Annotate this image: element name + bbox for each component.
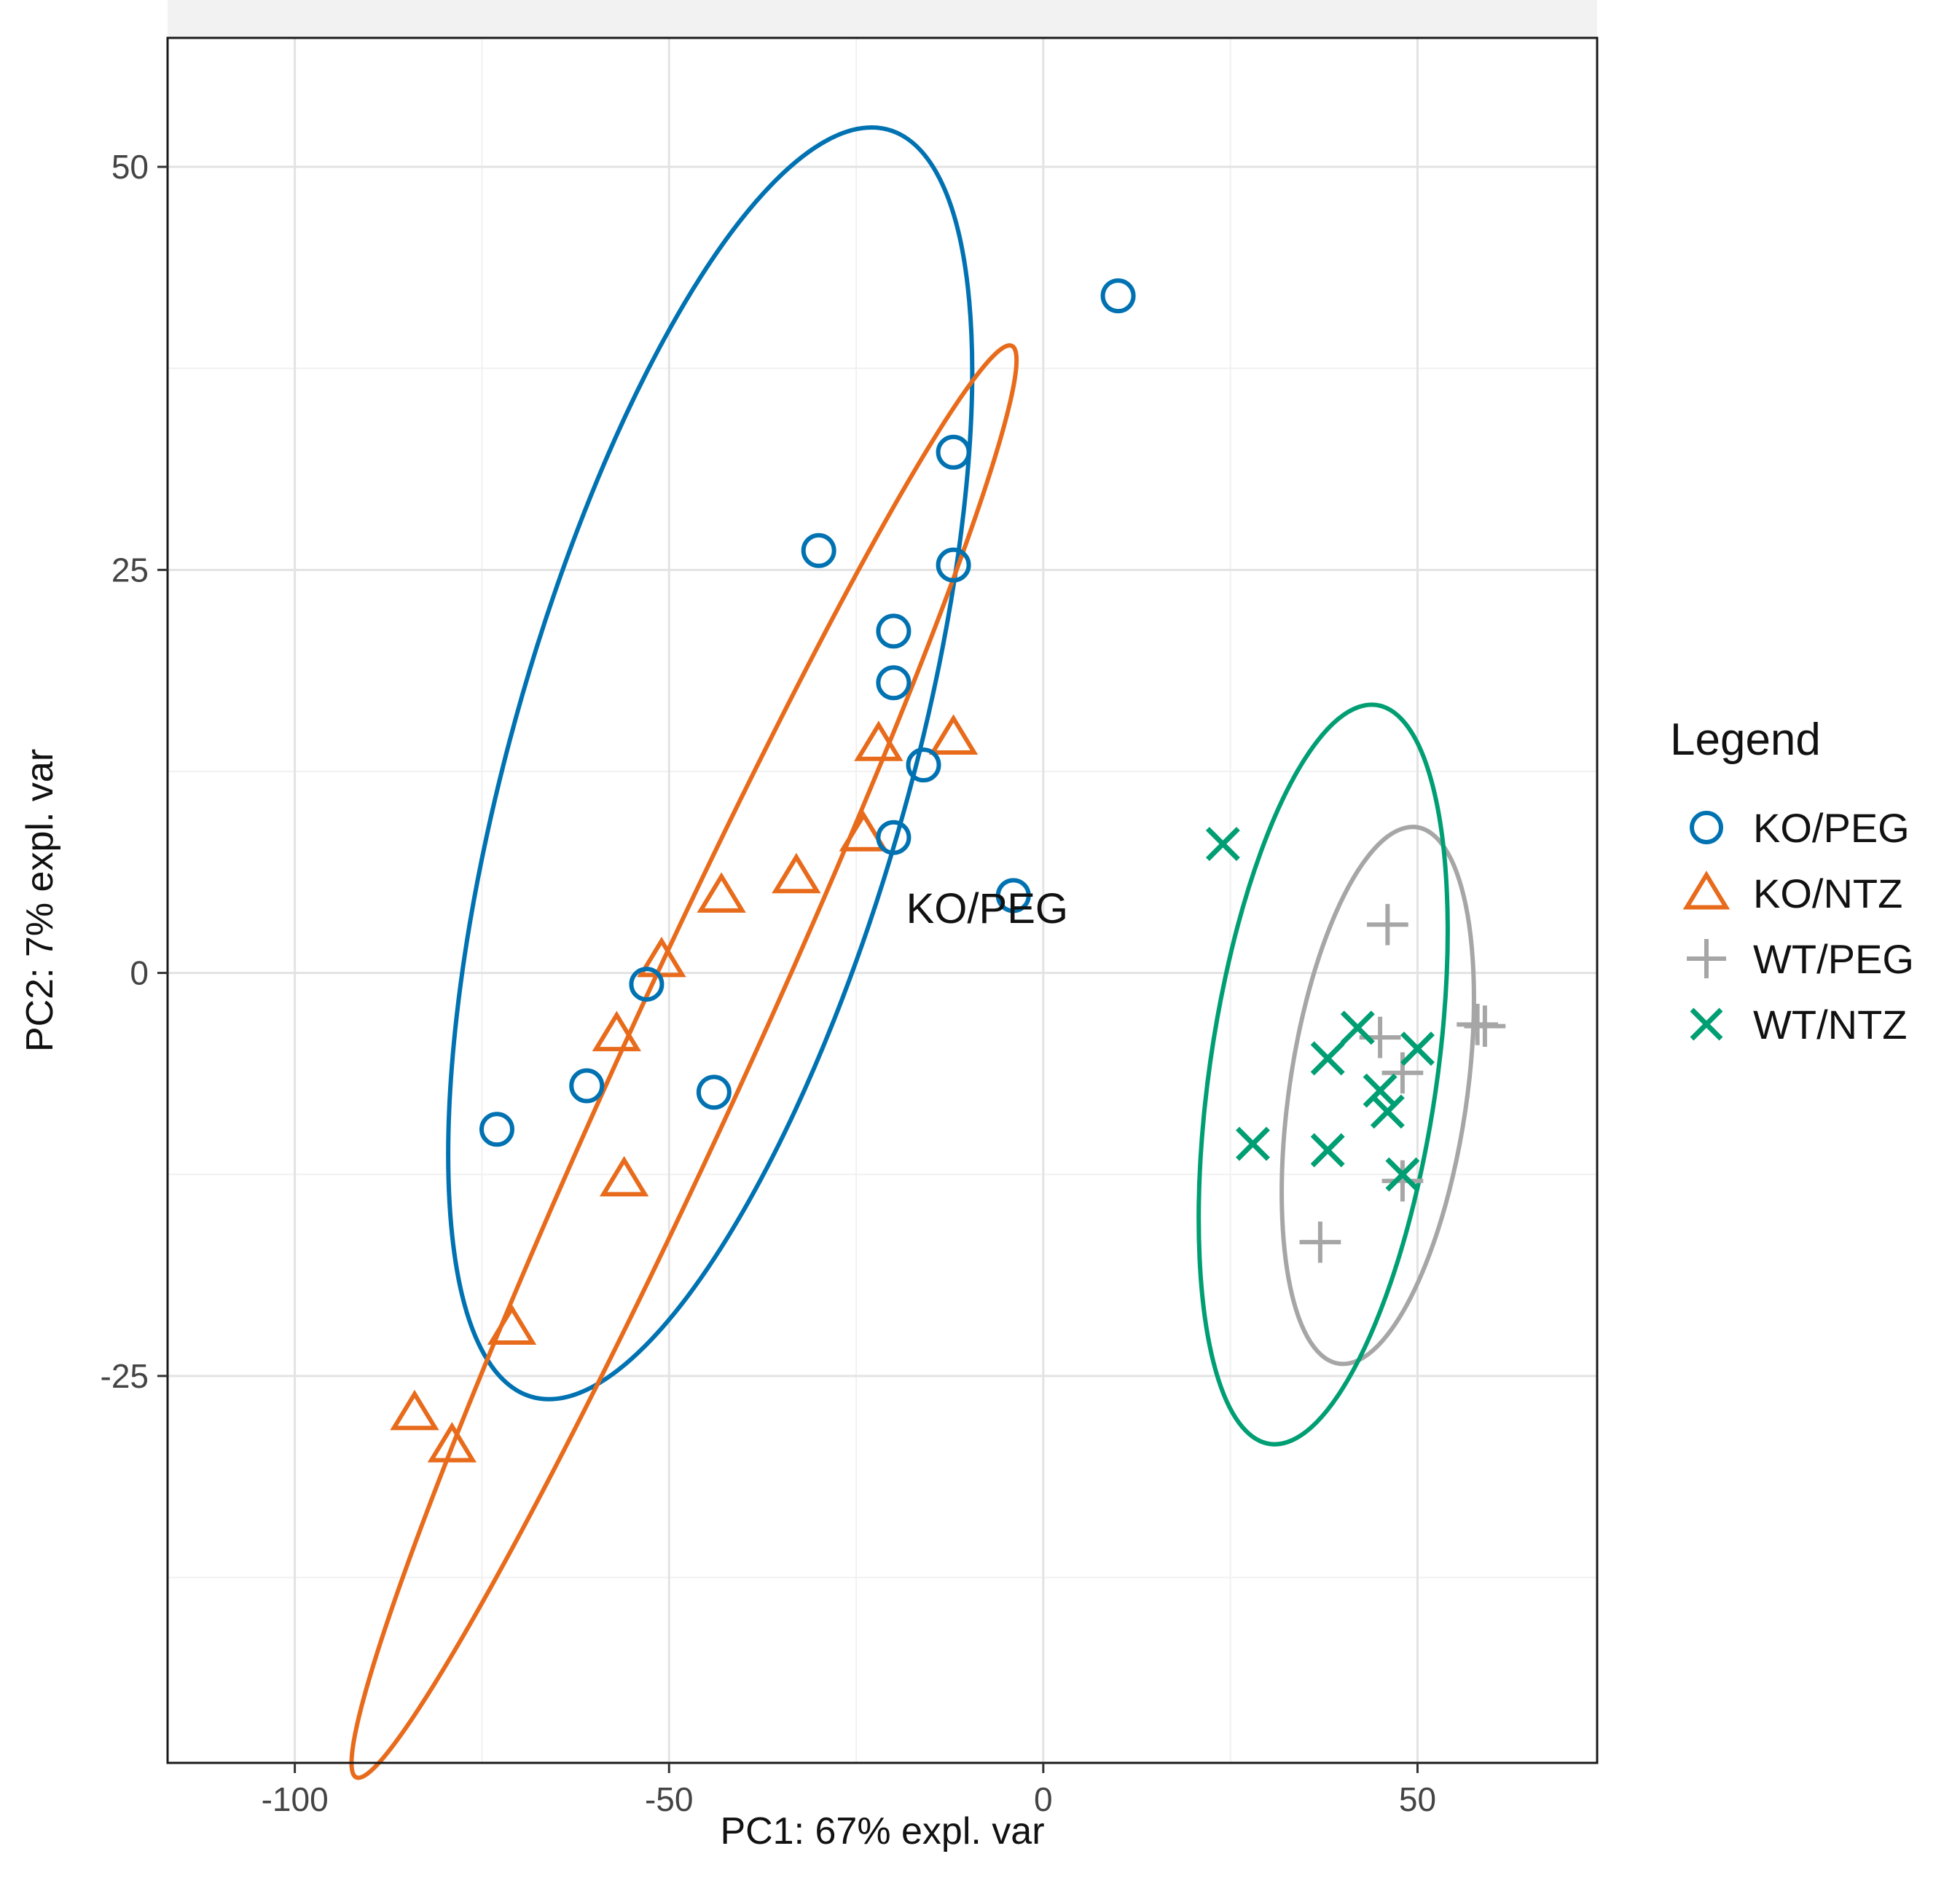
point-ko-ntz bbox=[637, 936, 686, 978]
point-ko-peg bbox=[629, 967, 665, 1002]
legend-marker-wt-peg bbox=[1687, 939, 1726, 978]
y-tick-label: -25 bbox=[101, 1357, 149, 1395]
point-ko-peg bbox=[995, 878, 1031, 913]
legend-marker-wt-ntz bbox=[1690, 1007, 1723, 1041]
x-tick-label: 50 bbox=[1399, 1780, 1436, 1818]
point-wt-peg bbox=[1299, 1221, 1341, 1263]
point-ko-peg bbox=[936, 547, 971, 583]
x-tick-label: -50 bbox=[645, 1780, 693, 1818]
point-ko-peg bbox=[1100, 278, 1136, 314]
point-ko-peg bbox=[479, 1112, 514, 1147]
point-ko-peg bbox=[936, 434, 971, 470]
ellipse-wt-peg bbox=[1243, 758, 1513, 1433]
point-ko-ntz bbox=[697, 872, 746, 913]
x-tick-label: -100 bbox=[262, 1780, 329, 1818]
point-ko-peg bbox=[906, 747, 941, 783]
point-wt-peg bbox=[1464, 1005, 1506, 1047]
point-ko-ntz bbox=[772, 852, 821, 894]
point-ko-ntz bbox=[427, 1421, 477, 1463]
ellipse-wt-ntz bbox=[1148, 620, 1498, 1529]
legend-entry-ko-peg: KO/PEG bbox=[1753, 805, 1910, 851]
legend-entry-wt-peg: WT/PEG bbox=[1753, 936, 1914, 982]
point-ko-ntz bbox=[599, 1155, 649, 1197]
plot-panel-border bbox=[166, 36, 1599, 1764]
confidence-ellipses bbox=[319, 0, 1513, 1847]
ellipse-ko-peg bbox=[352, 0, 1069, 1589]
y-tick-label: 25 bbox=[111, 551, 149, 589]
legend-entry-ko-ntz: KO/NTZ bbox=[1753, 871, 1902, 916]
point-ko-peg bbox=[569, 1068, 605, 1104]
point-wt-peg bbox=[1381, 1052, 1424, 1094]
point-wt-ntz bbox=[1205, 827, 1240, 862]
point-wt-ntz bbox=[1400, 1032, 1435, 1066]
legend-entry-wt-ntz: WT/NTZ bbox=[1753, 1002, 1907, 1048]
point-ko-peg bbox=[876, 665, 912, 701]
point-ko-ntz bbox=[592, 1010, 642, 1052]
point-wt-peg bbox=[1367, 903, 1408, 946]
point-wt-ntz bbox=[1340, 1010, 1375, 1045]
legend: Legend KO/PEG KO/NTZ WT/PEG WT/NTZ bbox=[1670, 715, 1914, 1048]
point-wt-ntz bbox=[1363, 1073, 1398, 1108]
point-ko-ntz bbox=[487, 1304, 537, 1345]
top-strip-background bbox=[168, 0, 1597, 38]
point-ko-ntz bbox=[839, 811, 888, 852]
point-wt-ntz bbox=[1370, 1094, 1405, 1129]
x-tick-label: 0 bbox=[1034, 1780, 1053, 1818]
point-ko-ntz bbox=[928, 714, 979, 755]
annotation-ko-peg: KO/PEG bbox=[906, 885, 1068, 932]
point-ko-peg bbox=[801, 533, 836, 568]
point-ko-peg bbox=[876, 613, 912, 649]
point-wt-peg bbox=[1381, 1160, 1424, 1202]
legend-marker-ko-peg bbox=[1690, 811, 1723, 844]
data-points bbox=[390, 278, 1506, 1463]
legend-title: Legend bbox=[1670, 715, 1821, 765]
y-axis-label: PC2: 7% expl. var bbox=[19, 749, 61, 1052]
ellipse-ko-ntz bbox=[319, 276, 1048, 1847]
axis-ticks: -100 -50 0 50 -25 0 25 50 bbox=[101, 148, 1437, 1818]
point-wt-ntz bbox=[1385, 1157, 1420, 1192]
point-wt-ntz bbox=[1236, 1126, 1270, 1161]
point-ko-peg bbox=[696, 1074, 732, 1110]
point-ko-ntz bbox=[390, 1389, 439, 1431]
point-wt-ntz bbox=[1310, 1133, 1345, 1168]
y-tick-label: 50 bbox=[111, 148, 149, 186]
point-ko-peg bbox=[876, 820, 912, 855]
x-axis-label: PC1: 67% expl. var bbox=[720, 1810, 1044, 1852]
grid bbox=[168, 38, 1597, 1763]
y-tick-label: 0 bbox=[130, 954, 149, 992]
point-ko-ntz bbox=[854, 720, 903, 761]
legend-marker-ko-ntz bbox=[1682, 871, 1730, 910]
point-wt-ntz bbox=[1310, 1041, 1345, 1076]
